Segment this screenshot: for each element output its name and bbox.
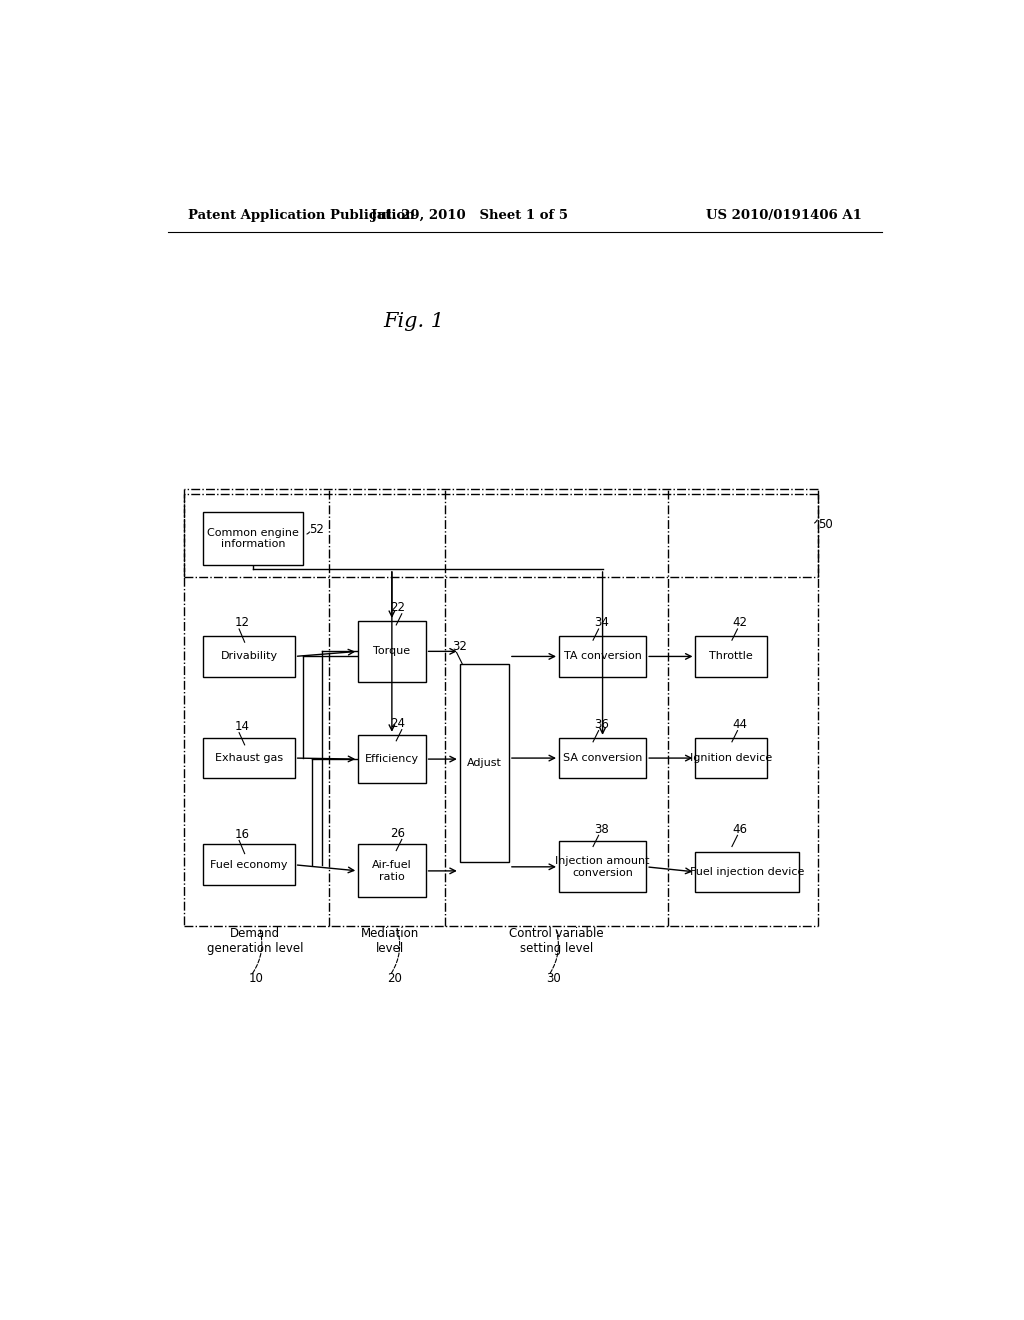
Text: 22: 22 bbox=[390, 601, 404, 614]
Text: Adjust: Adjust bbox=[467, 758, 502, 768]
FancyBboxPatch shape bbox=[204, 636, 295, 677]
FancyBboxPatch shape bbox=[204, 738, 295, 779]
FancyBboxPatch shape bbox=[358, 845, 426, 898]
Text: 20: 20 bbox=[387, 972, 402, 985]
FancyBboxPatch shape bbox=[695, 738, 767, 779]
Text: 42: 42 bbox=[733, 616, 748, 630]
Text: 36: 36 bbox=[594, 718, 608, 731]
Text: Air-fuel
ratio: Air-fuel ratio bbox=[372, 861, 412, 882]
Text: Mediation
level: Mediation level bbox=[360, 927, 419, 954]
Text: Exhaust gas: Exhaust gas bbox=[215, 754, 283, 763]
FancyBboxPatch shape bbox=[204, 845, 295, 886]
Text: 24: 24 bbox=[390, 717, 404, 730]
FancyBboxPatch shape bbox=[695, 636, 767, 677]
Text: 16: 16 bbox=[236, 828, 250, 841]
FancyBboxPatch shape bbox=[460, 664, 509, 862]
Text: US 2010/0191406 A1: US 2010/0191406 A1 bbox=[707, 209, 862, 222]
Text: Injection amount
conversion: Injection amount conversion bbox=[555, 857, 650, 878]
FancyBboxPatch shape bbox=[695, 851, 799, 892]
Text: Throttle: Throttle bbox=[710, 652, 753, 661]
Text: 46: 46 bbox=[733, 822, 748, 836]
Text: SA conversion: SA conversion bbox=[563, 754, 642, 763]
Text: 10: 10 bbox=[249, 972, 263, 985]
Text: Fuel economy: Fuel economy bbox=[210, 859, 288, 870]
Text: 14: 14 bbox=[236, 721, 250, 733]
FancyBboxPatch shape bbox=[358, 620, 426, 682]
Text: Ignition device: Ignition device bbox=[690, 754, 772, 763]
Text: 32: 32 bbox=[452, 640, 467, 653]
Text: 50: 50 bbox=[818, 517, 834, 531]
Text: Efficiency: Efficiency bbox=[365, 754, 419, 764]
Text: Drivability: Drivability bbox=[220, 652, 278, 661]
FancyBboxPatch shape bbox=[559, 738, 646, 779]
Text: 52: 52 bbox=[309, 523, 324, 536]
Text: 30: 30 bbox=[546, 972, 561, 985]
Text: Demand
generation level: Demand generation level bbox=[207, 927, 303, 954]
Text: Patent Application Publication: Patent Application Publication bbox=[187, 209, 415, 222]
Text: Torque: Torque bbox=[374, 647, 411, 656]
Text: 12: 12 bbox=[236, 616, 250, 630]
Text: 34: 34 bbox=[594, 616, 608, 630]
Text: 38: 38 bbox=[594, 822, 608, 836]
Text: Control variable
setting level: Control variable setting level bbox=[509, 927, 604, 954]
FancyBboxPatch shape bbox=[204, 512, 303, 565]
Text: 44: 44 bbox=[733, 718, 748, 731]
Text: Fuel injection device: Fuel injection device bbox=[690, 867, 804, 876]
FancyBboxPatch shape bbox=[559, 636, 646, 677]
FancyBboxPatch shape bbox=[358, 735, 426, 784]
Text: TA conversion: TA conversion bbox=[563, 652, 641, 661]
Text: Fig. 1: Fig. 1 bbox=[383, 312, 444, 330]
Text: 26: 26 bbox=[390, 826, 404, 840]
FancyBboxPatch shape bbox=[559, 841, 646, 892]
Text: Common engine
information: Common engine information bbox=[207, 528, 299, 549]
Text: Jul. 29, 2010   Sheet 1 of 5: Jul. 29, 2010 Sheet 1 of 5 bbox=[371, 209, 567, 222]
